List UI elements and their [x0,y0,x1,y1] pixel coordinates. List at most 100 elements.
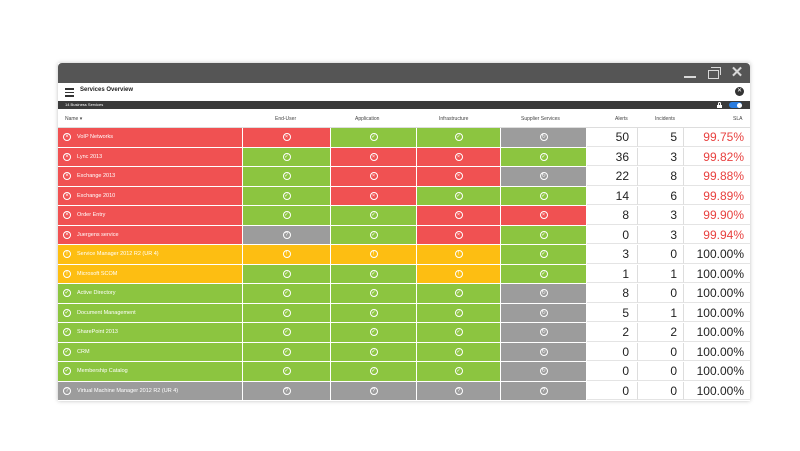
supplier-services-status-cell[interactable]: ↻ [501,303,586,322]
supplier-services-status-cell[interactable]: ↻ [501,323,586,342]
application-status-cell[interactable]: ✓ [331,284,416,303]
supplier-services-status-cell[interactable]: ? [501,381,586,400]
supplier-services-status-cell[interactable]: ↻ [501,342,586,361]
service-name-cell[interactable]: ? Virtual Machine Manager 2012 R2 (UR 4) [58,381,242,400]
infrastructure-status-cell[interactable]: × [417,206,500,225]
infrastructure-status-cell[interactable]: ✓ [417,342,500,361]
infrastructure-status-cell[interactable]: ✓ [417,323,500,342]
end-user-status-cell[interactable]: ✓ [243,303,330,322]
table-row[interactable]: ✓ SharePoint 2013 ✓ ✓ ✓ ↻ 2 2 100.00% [58,323,750,343]
service-name-cell[interactable]: × Lync 2013 [58,147,242,166]
infrastructure-status-cell[interactable]: ✓ [417,362,500,381]
table-row[interactable]: × Order Entry ✓ ✓ × × 8 3 99.90% [58,206,750,226]
table-row[interactable]: × VoIP Networks × ✓ ✓ ↻ 50 5 99.75% [58,128,750,148]
end-user-status-cell[interactable]: × [243,128,330,147]
application-status-cell[interactable]: × [331,147,416,166]
service-name-cell[interactable]: ✓ Active Directory [58,284,242,303]
end-user-status-cell[interactable]: ✓ [243,323,330,342]
column-header-alerts[interactable]: Alerts [615,116,628,122]
column-header-name[interactable]: Name ▾ [65,116,83,122]
service-name-cell[interactable]: ✓ CRM [58,342,242,361]
column-header-end-user[interactable]: End-User [275,116,297,122]
application-status-cell[interactable]: ✓ [331,323,416,342]
infrastructure-status-cell[interactable]: ✓ [417,303,500,322]
column-header-infrastructure[interactable]: Infrastructure [439,116,469,122]
lock-icon[interactable] [717,102,722,108]
application-status-cell[interactable]: × [331,186,416,205]
table-row[interactable]: × Exchange 2010 ✓ × ✓ ✓ 14 6 99.89% [58,186,750,207]
column-header-supplier-services[interactable]: Supplier Services [521,116,560,122]
application-status-cell[interactable]: ✓ [331,128,416,147]
end-user-status-cell[interactable]: ? [243,381,330,400]
application-status-cell[interactable]: ✓ [331,206,416,225]
application-status-cell[interactable]: ✓ [331,225,416,244]
infrastructure-status-cell[interactable]: × [417,147,500,166]
end-user-status-cell[interactable]: ! [243,245,330,264]
table-row[interactable]: ! Service Manager 2012 R2 (UR 4)!!! ✓ 3 0 100… [58,245,750,265]
service-name-cell[interactable]: × VoIP Networks [58,128,242,147]
service-name-cell[interactable]: × Juergens service [58,225,242,244]
infrastructure-status-cell[interactable]: ✓ [417,128,500,147]
application-status-cell[interactable]: ! [331,245,416,264]
lock-toggle[interactable] [729,102,742,108]
supplier-services-status-cell[interactable]: ✓ [501,264,586,283]
table-row[interactable]: ✓ Membership Catalog ✓ ✓ ✓ ↻ 0 0 100.00% [58,362,750,382]
service-name-cell[interactable]: ! Microsoft SCOM [58,264,242,283]
table-row[interactable]: × Lync 2013 ✓ × × ✓ 36 3 99.82% [58,147,750,168]
application-status-cell[interactable]: ? [331,381,416,400]
supplier-services-status-cell[interactable]: ↻ [501,284,586,303]
service-name-cell[interactable]: × Order Entry [58,206,242,225]
supplier-services-status-cell[interactable]: ✓ [501,147,586,166]
hamburger-menu-icon[interactable] [65,88,74,97]
infrastructure-status-cell[interactable]: × [417,167,500,186]
supplier-services-status-cell[interactable]: ↻ [501,167,586,186]
end-user-status-cell[interactable]: ✓ [243,284,330,303]
table-row[interactable]: ✓ Document Management ✓ ✓ ✓ ↻ 5 1 100.00% [58,303,750,324]
application-status-cell[interactable]: ✓ [331,264,416,283]
infrastructure-status-cell[interactable]: ! [417,264,500,283]
infrastructure-status-cell[interactable]: ? [417,381,500,400]
column-header-incidents[interactable]: Incidents [655,116,676,122]
end-user-status-cell[interactable]: ? [243,225,330,244]
infrastructure-status-cell[interactable]: ! [417,245,500,264]
application-status-cell[interactable]: ✓ [331,362,416,381]
application-status-cell[interactable]: ✓ [331,342,416,361]
end-user-status-cell[interactable]: ✓ [243,147,330,166]
end-user-status-cell[interactable]: ✓ [243,186,330,205]
status-red-icon: × [369,191,378,200]
minimize-icon[interactable] [683,66,697,80]
supplier-services-status-cell[interactable]: × [501,206,586,225]
table-row[interactable]: ? Virtual Machine Manager 2012 R2 (UR 4)?… [58,381,750,402]
service-name-cell[interactable]: ✓ Document Management [58,303,242,322]
close-icon[interactable]: ✕ [730,64,744,81]
supplier-services-status-cell[interactable]: ✓ [501,225,586,244]
infrastructure-status-cell[interactable]: ✓ [417,186,500,205]
supplier-services-status-cell[interactable]: ✓ [501,186,586,205]
service-name-cell[interactable]: ✓ Membership Catalog [58,362,242,381]
service-name-cell[interactable]: ✓ SharePoint 2013 [58,323,242,342]
table-row[interactable]: ✓ Active Directory ✓ ✓ ✓ ↻ 8 0 100.00% [58,284,750,304]
supplier-services-status-cell[interactable]: ↻ [501,128,586,147]
end-user-status-cell[interactable]: ✓ [243,206,330,225]
column-header-application[interactable]: Application [355,116,380,122]
column-header-sla[interactable]: SLA [733,116,743,122]
table-row[interactable]: × Juergens service? ✓ × ✓ 0 3 99.94% [58,225,750,246]
supplier-services-status-cell[interactable]: ✓ [501,245,586,264]
table-row[interactable]: ✓ CRM ✓ ✓ ✓ ↻ 0 0 100.00% [58,342,750,363]
supplier-services-status-cell[interactable]: ↻ [501,362,586,381]
table-row[interactable]: × Exchange 2013 ✓ × × ↻ 22 8 99.88% [58,167,750,187]
end-user-status-cell[interactable]: ✓ [243,264,330,283]
end-user-status-cell[interactable]: ✓ [243,167,330,186]
infrastructure-status-cell[interactable]: ✓ [417,284,500,303]
service-name-cell[interactable]: × Exchange 2010 [58,186,242,205]
application-status-cell[interactable]: × [331,167,416,186]
restore-icon[interactable] [707,66,721,80]
end-user-status-cell[interactable]: ✓ [243,362,330,381]
service-name-cell[interactable]: ! Service Manager 2012 R2 (UR 4) [58,245,242,264]
end-user-status-cell[interactable]: ✓ [243,342,330,361]
application-status-cell[interactable]: ✓ [331,303,416,322]
infrastructure-status-cell[interactable]: × [417,225,500,244]
panel-close-icon[interactable]: ✕ [735,87,744,96]
table-row[interactable]: ! Microsoft SCOM ✓ ✓! ✓ 1 1 100.00% [58,264,750,285]
service-name-cell[interactable]: × Exchange 2013 [58,167,242,186]
